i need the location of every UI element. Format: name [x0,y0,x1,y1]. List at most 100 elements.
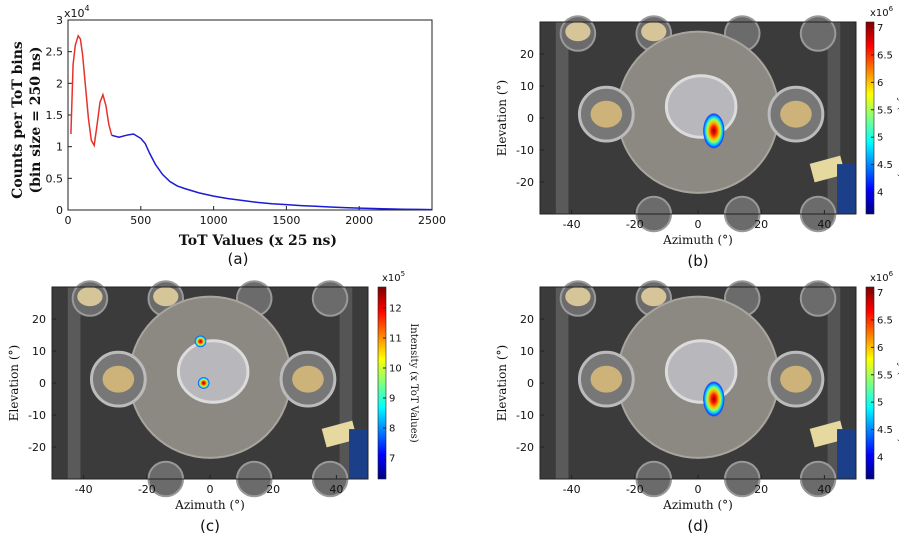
panel-c-central-window [176,339,250,404]
panel-c-ytick-label: 20 [32,313,46,326]
panel-c-xtick-label: -40 [75,483,93,496]
panel-b-glove-right [780,100,812,128]
panel-a-ytick-label: 3 [56,14,63,27]
panel-d-caption: (d) [687,517,708,535]
panel-b-ytick-label: 0 [527,112,534,125]
panel-c-ytick-label: -20 [28,441,46,454]
panel-d-xtick-label: -40 [563,483,581,496]
panel-a-ylabel-line1: Counts per ToT bins [10,41,26,199]
panel-c-camera-image [52,280,368,498]
panel-d-xtick-label: 40 [817,483,831,496]
panel-b-central-window [664,74,738,139]
panel-d-camera-image [540,280,856,498]
panel-b-xtick-label: 20 [754,218,768,231]
panel-b-colorbar-tick-label: 5.5 [877,105,893,116]
panel-b-colorbar-tick-label: 4 [877,188,883,199]
panel-a-series-blue-line [111,133,433,211]
panel-b-ytick-label: -20 [516,176,534,189]
panel-b-ytick-label: 20 [520,48,534,61]
panel-b-glove-arm [809,155,846,183]
panel-c: -40 -20 0 20 40 -20 -10 0 10 20 Azimuth (°) Elevati… [7,270,419,535]
panel-d-ytick-label: 0 [527,377,534,390]
panel-b-colorbar-tick-label: 7 [877,23,883,34]
panel-c-top-port [311,280,349,317]
panel-b-colorbar-tick-label: 4.5 [877,160,893,171]
panel-d-ytick-label: 20 [520,313,534,326]
panel-b-xtick-label: 0 [695,218,702,231]
panel-a-xtick-label: 0 [65,214,72,227]
panel-d-top-port [799,280,837,317]
panel-b-colorbar-label: Intensity (x ToT Values) [896,58,899,177]
panel-d-colorbar-multiplier-exp: 6 [889,270,894,278]
panel-b-xlabel: Azimuth (°) [662,233,733,247]
panel-d-colorbar-tick-label: 6 [877,343,883,354]
panel-d-glove-top-left [565,287,591,307]
panel-a-caption: (a) [228,250,249,268]
panel-b-colorbar [865,21,875,215]
panel-c-caption: (c) [200,517,220,535]
panel-a-ylabel-line2: (bin size = 250 ns) [28,46,44,193]
panel-c-sleeve [349,429,368,479]
panel-c-xlabel: Azimuth (°) [174,498,245,512]
panel-b-xtick-label: 40 [817,218,831,231]
panel-c-colorbar-tick-label: 7 [389,454,395,465]
panel-c-colorbar-multiplier: x105 [382,270,405,284]
panel-d-colorbar-tick-label: 5.5 [877,370,893,381]
panel-b-colorbar-tick-label: 6.5 [877,50,893,61]
panel-c-xtick-label: 40 [329,483,343,496]
panel-c-glove-top-left [77,287,103,307]
panel-b-ylabel: Elevation (°) [495,80,509,156]
panel-c-hotspot [194,335,207,348]
panel-d-xlabel: Azimuth (°) [662,498,733,512]
panel-c-xtick-label: 0 [207,483,214,496]
panel-b-glove-top-mid [641,22,667,42]
panel-c-colorbar [377,286,387,480]
panel-b-colorbar-multiplier-base: x10 [870,8,889,19]
panel-a-ytick-label: 2.5 [46,46,64,59]
panel-c-colorbar-tick-label: 10 [389,364,402,375]
panel-b-frame-rail-left [555,22,569,214]
panel-a-ytick-label: 0.5 [46,172,64,185]
panel-b-glove-top-left [565,22,591,42]
panel-a-ytick-label: 2 [56,77,63,90]
panel-d-ytick-label: -10 [516,409,534,422]
panel-b-xtick-label: -40 [563,218,581,231]
panel-c-glove-arm [321,420,358,448]
panel-c-glove-left [102,365,135,393]
panel-c-colorbar-tick-label: 9 [389,394,395,405]
panel-d-frame-rail-left [555,287,569,479]
panel-c-glove-top-mid [153,287,179,307]
panel-d-glove-arm [809,420,846,448]
panel-d-xtick-label: 20 [754,483,768,496]
panel-a-xtick-label: 1000 [200,214,228,227]
panel-d-glove-right [780,365,812,393]
panel-b-caption: (b) [687,252,708,270]
panel-c-hotspot [197,376,210,390]
panel-d-glove-left [590,365,623,393]
panel-a-xtick-label: 2000 [345,214,373,227]
panel-c-colorbar-multiplier-exp: 5 [401,270,405,278]
panel-b-colorbar-multiplier-exp: 6 [889,5,894,13]
panel-d-xtick-label: -20 [626,483,644,496]
panel-c-xtick-label: 20 [266,483,280,496]
panel-b-ytick-label: 10 [520,80,534,93]
panel-a: 0 500 1000 1500 2000 2500 0 0.5 1 1.5 2 2.5 3 ToT Va… [10,4,446,268]
panel-b-xtick-label: -20 [626,218,644,231]
panel-d-colorbar-multiplier-base: x10 [870,273,889,284]
panel-d-colorbar [865,286,875,480]
panel-a-xlabel: ToT Values (x 25 ns) [179,233,337,249]
panel-d: -40 -20 0 20 40 -20 -10 0 10 20 Azimuth (°) Elevati… [495,270,899,535]
panel-c-ytick-label: 10 [32,345,46,358]
panel-a-xtick-label: 1500 [272,214,300,227]
panel-d-colorbar-label: Intensity (x ToT Values) [896,323,899,442]
panel-d-hotspot [702,381,725,417]
panel-b-sleeve [837,164,856,214]
panel-d-colorbar-tick-label: 6.5 [877,315,893,326]
panel-c-colorbar-tick-label: 8 [389,424,395,435]
panel-b-top-port [799,15,837,52]
panel-b-hotspot [702,112,725,149]
panel-d-xtick-label: 0 [695,483,702,496]
panel-c-colorbar-tick-label: 12 [389,304,402,315]
panel-c-ylabel: Elevation (°) [7,345,21,421]
